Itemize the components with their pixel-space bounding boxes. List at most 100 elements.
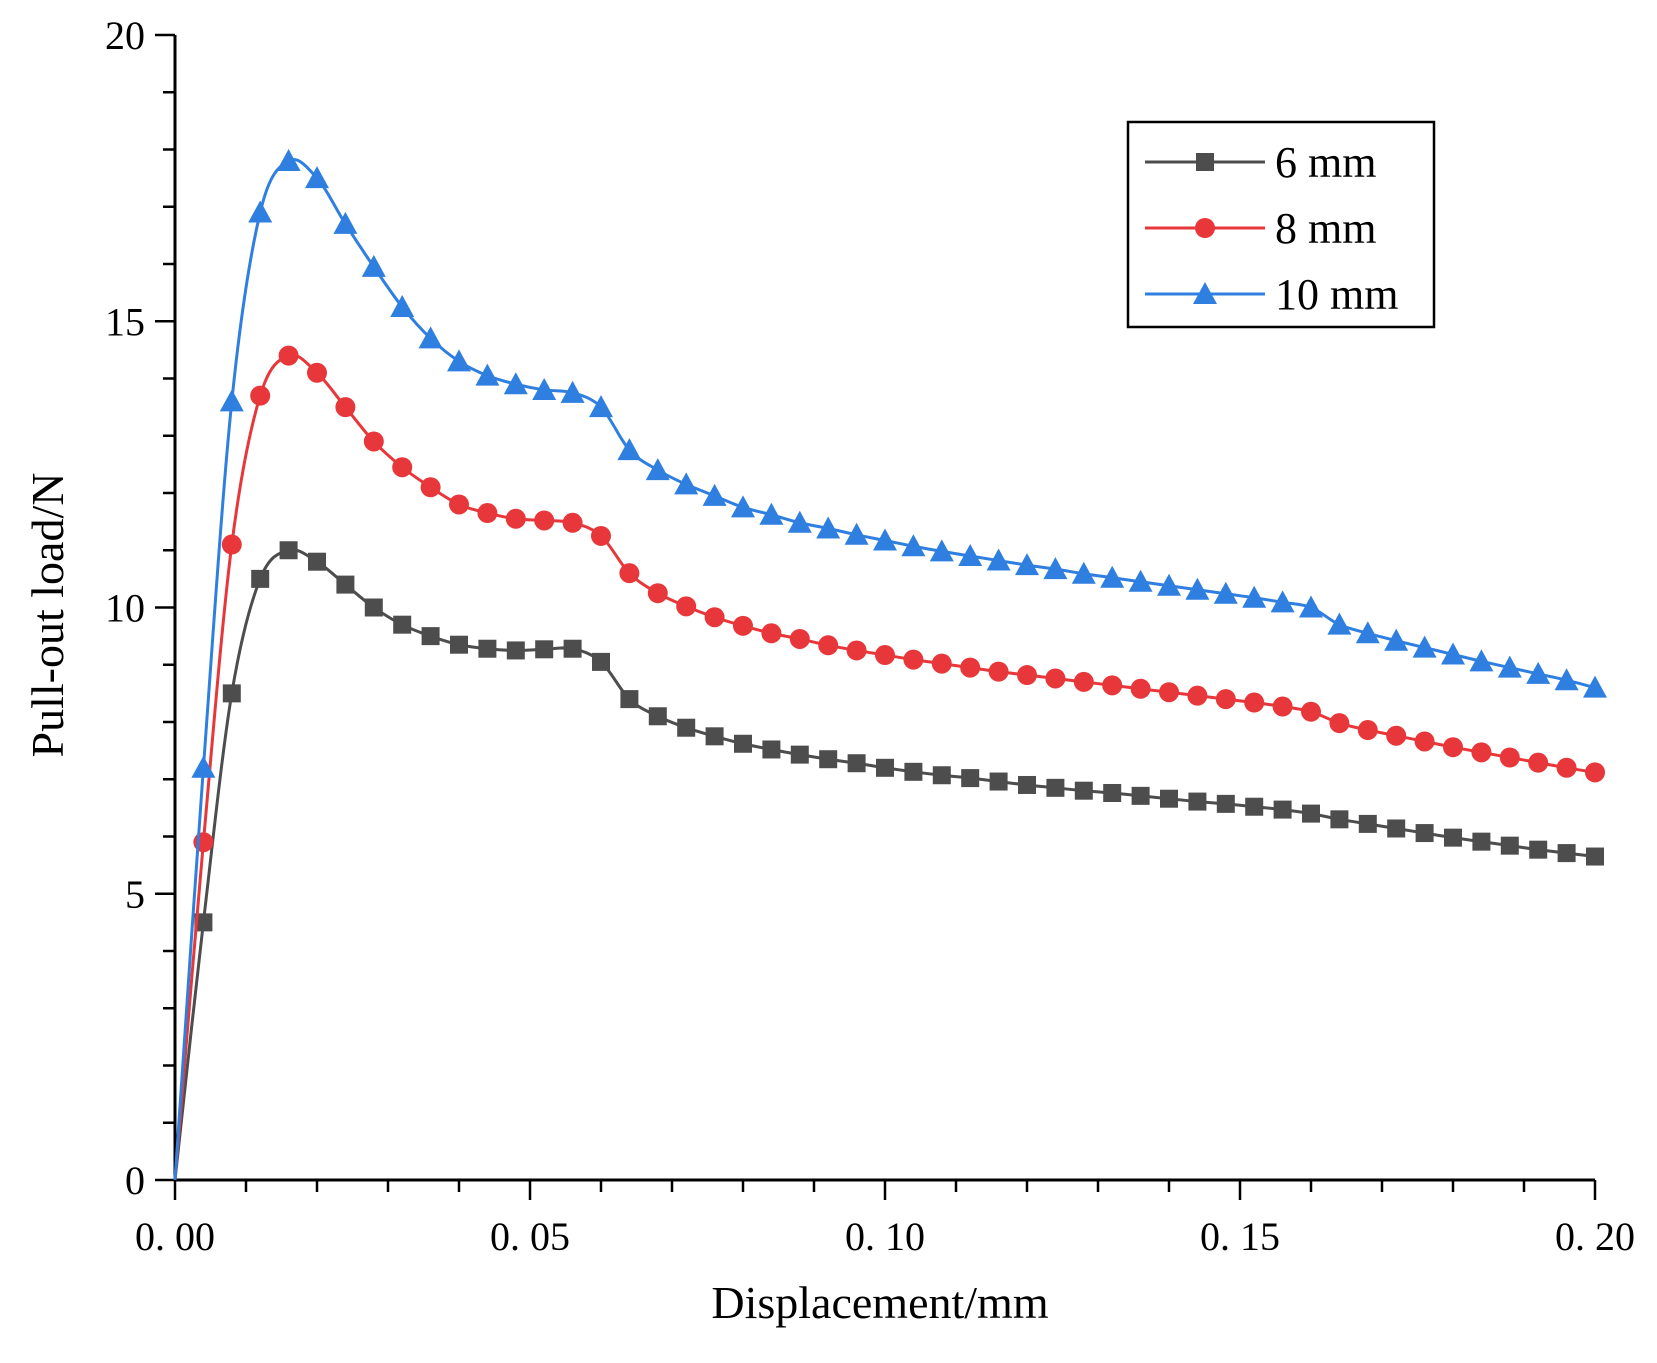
data-point: [1073, 671, 1094, 692]
data-point: [335, 397, 356, 418]
legend-label: 10 mm: [1275, 270, 1398, 319]
x-axis-title: Displacement/mm: [711, 1277, 1048, 1328]
x-tick-label: 0. 20: [1555, 1214, 1635, 1259]
data-point: [1384, 628, 1409, 651]
data-point: [932, 766, 951, 785]
data-point: [1583, 675, 1607, 698]
data-point: [1327, 612, 1352, 635]
data-point: [790, 745, 809, 764]
data-point: [1556, 757, 1577, 778]
data-point: [1018, 775, 1036, 794]
data-point: [620, 690, 639, 709]
data-point: [1071, 561, 1096, 584]
data-point: [1415, 824, 1434, 843]
data-point: [589, 395, 613, 418]
y-tick-label: 15: [105, 299, 145, 344]
data-point: [762, 740, 781, 759]
data-point: [1414, 731, 1435, 752]
data-point: [619, 563, 640, 584]
data-point: [1472, 832, 1491, 851]
data-point: [535, 640, 554, 659]
data-point: [903, 649, 924, 670]
data-point: [1499, 747, 1520, 768]
data-point: [989, 772, 1008, 791]
legend: 6 mm 8 mm 10 mm: [1126, 120, 1436, 329]
data-point: [676, 596, 697, 617]
data-point: [1330, 810, 1349, 829]
data-point: [250, 385, 271, 406]
series-10mm: [173, 148, 1607, 1181]
data-point: [1017, 665, 1037, 686]
data-point: [279, 541, 298, 560]
data-point: [958, 543, 983, 566]
data-point: [731, 495, 755, 518]
data-point: [251, 569, 270, 588]
data-point: [219, 389, 244, 412]
data-point: [1586, 847, 1604, 866]
x-tick-label: 0. 15: [1200, 1214, 1280, 1259]
data-point: [931, 653, 952, 674]
data-point: [647, 583, 668, 604]
data-point: [1074, 781, 1093, 800]
data-point: [705, 727, 724, 746]
data-point: [1245, 797, 1264, 816]
y-tick-label: 20: [105, 13, 145, 58]
legend-item: 8 mm: [1145, 204, 1376, 253]
data-point: [1554, 668, 1579, 691]
data-point: [503, 372, 528, 395]
data-point: [475, 363, 500, 386]
data-point: [761, 623, 782, 644]
data-point: [1102, 675, 1123, 696]
data-point: [1043, 557, 1068, 580]
data-point: [560, 380, 585, 403]
data-point: [278, 345, 299, 366]
data-point: [308, 552, 326, 571]
data-point: [1213, 581, 1238, 604]
axes: 0. 00 0. 05 0. 10 0. 15 0. 20 0 5 10 15 20: [105, 13, 1635, 1259]
data-point: [1301, 701, 1321, 722]
data-point: [1585, 762, 1605, 783]
data-point: [1015, 553, 1039, 576]
data-point: [305, 166, 329, 189]
y-axis-title: Pull-out load/N: [22, 473, 73, 758]
data-point: [532, 377, 557, 400]
data-point: [1528, 752, 1549, 773]
data-point: [904, 762, 923, 781]
data-point: [1273, 800, 1292, 819]
data-point: [221, 534, 242, 555]
data-point: [1357, 720, 1378, 741]
data-point: [393, 615, 412, 634]
data-point: [846, 640, 867, 661]
data-point: [1272, 696, 1293, 717]
data-point: [1128, 569, 1153, 592]
data-point: [478, 639, 497, 658]
data-point: [818, 635, 839, 656]
data-point: [1412, 635, 1437, 658]
data-point: [449, 494, 469, 515]
data-point: [505, 508, 526, 529]
data-point: [307, 362, 327, 383]
data-point: [333, 211, 358, 234]
data-point: [1444, 828, 1462, 847]
data-point: [450, 635, 468, 654]
data-point: [819, 750, 838, 769]
data-point: [562, 512, 583, 533]
data-point: [1329, 713, 1350, 734]
legend-label: 6 mm: [1275, 138, 1376, 187]
data-point: [1131, 786, 1150, 805]
data-point: [875, 645, 895, 666]
data-point: [1244, 692, 1265, 713]
data-point: [674, 472, 699, 495]
data-point: [506, 641, 525, 660]
y-tick-label: 5: [125, 872, 145, 917]
data-point: [1387, 819, 1406, 838]
x-tick-label: 0. 00: [135, 1214, 215, 1259]
data-point: [194, 913, 213, 932]
data-point: [222, 684, 241, 703]
data-point: [1471, 742, 1492, 763]
data-point: [420, 477, 441, 498]
data-point: [617, 438, 642, 461]
data-point: [477, 503, 498, 524]
legend-marker: [1195, 218, 1215, 238]
data-point: [986, 548, 1011, 571]
